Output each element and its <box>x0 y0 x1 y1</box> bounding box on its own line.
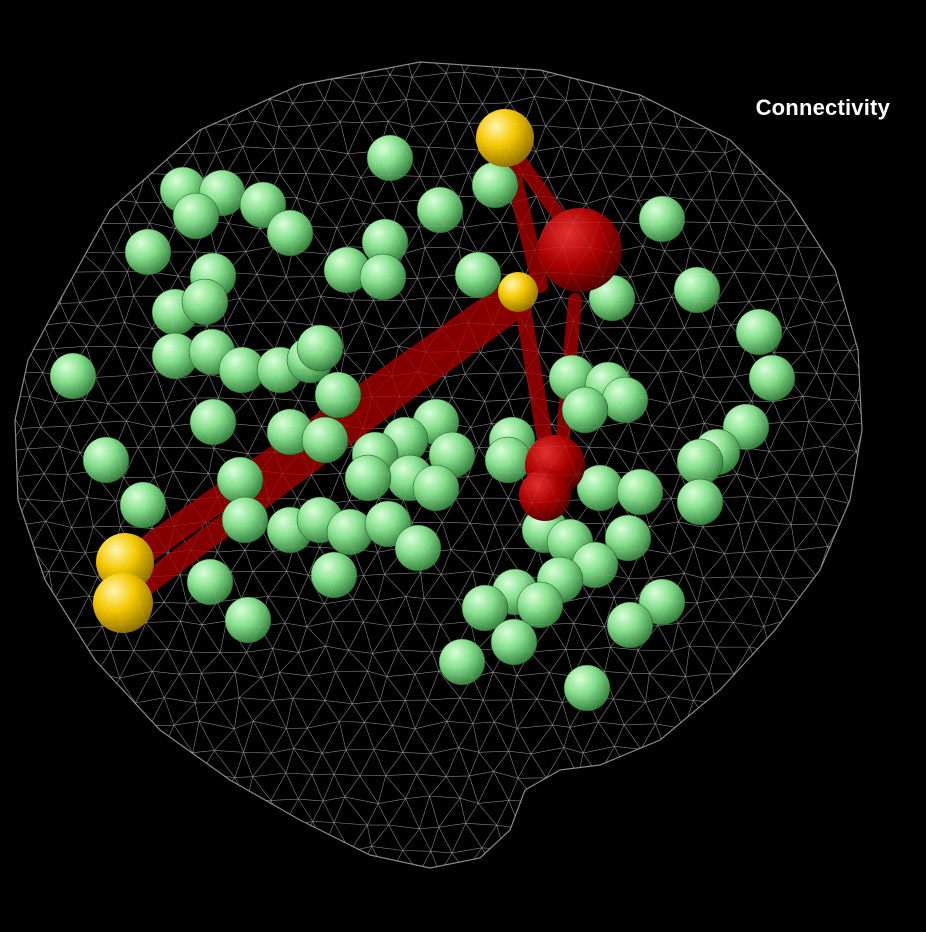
brain-node <box>490 618 538 666</box>
hub-node <box>538 208 622 292</box>
connectivity-title: Connectivity <box>755 95 890 120</box>
brain-node <box>676 478 724 526</box>
brain-node <box>416 186 464 234</box>
brain-node <box>310 551 358 599</box>
brain-node <box>124 228 172 276</box>
brain-node <box>616 468 664 516</box>
brain-node <box>119 481 167 529</box>
brain-node <box>296 324 344 372</box>
brain-node <box>366 134 414 182</box>
brain-region-nodes <box>15 62 862 868</box>
brain-node <box>604 514 652 562</box>
brain-node <box>748 354 796 402</box>
brain-node <box>438 638 486 686</box>
brain-node <box>172 192 220 240</box>
brain-node <box>471 161 519 209</box>
brain-node <box>359 253 407 301</box>
brain-node <box>186 558 234 606</box>
brain-node <box>606 601 654 649</box>
highlighted-node <box>93 573 153 633</box>
hub-node <box>519 469 571 521</box>
brain-node <box>181 278 229 326</box>
brain-node <box>484 436 532 484</box>
brain-node <box>394 524 442 572</box>
brain-node <box>461 584 509 632</box>
brain-node <box>49 352 97 400</box>
brain-node <box>216 456 264 504</box>
brain-node <box>221 496 269 544</box>
brain-node <box>224 596 272 644</box>
brain-node <box>673 266 721 314</box>
brain-node <box>563 664 611 712</box>
brain-node <box>412 464 460 512</box>
highlighted-node <box>476 109 534 167</box>
brain-node <box>516 581 564 629</box>
highlighted-node <box>498 272 538 312</box>
brain-node <box>189 398 237 446</box>
brain-node <box>266 209 314 257</box>
brain-node <box>735 308 783 356</box>
brain-node <box>638 195 686 243</box>
brain-node <box>638 578 686 626</box>
brain-node <box>82 436 130 484</box>
brain-node <box>344 454 392 502</box>
brain-node <box>301 416 349 464</box>
brain-node <box>561 386 609 434</box>
brain-node <box>314 371 362 419</box>
brain-node <box>454 251 502 299</box>
brain-node <box>676 438 724 486</box>
